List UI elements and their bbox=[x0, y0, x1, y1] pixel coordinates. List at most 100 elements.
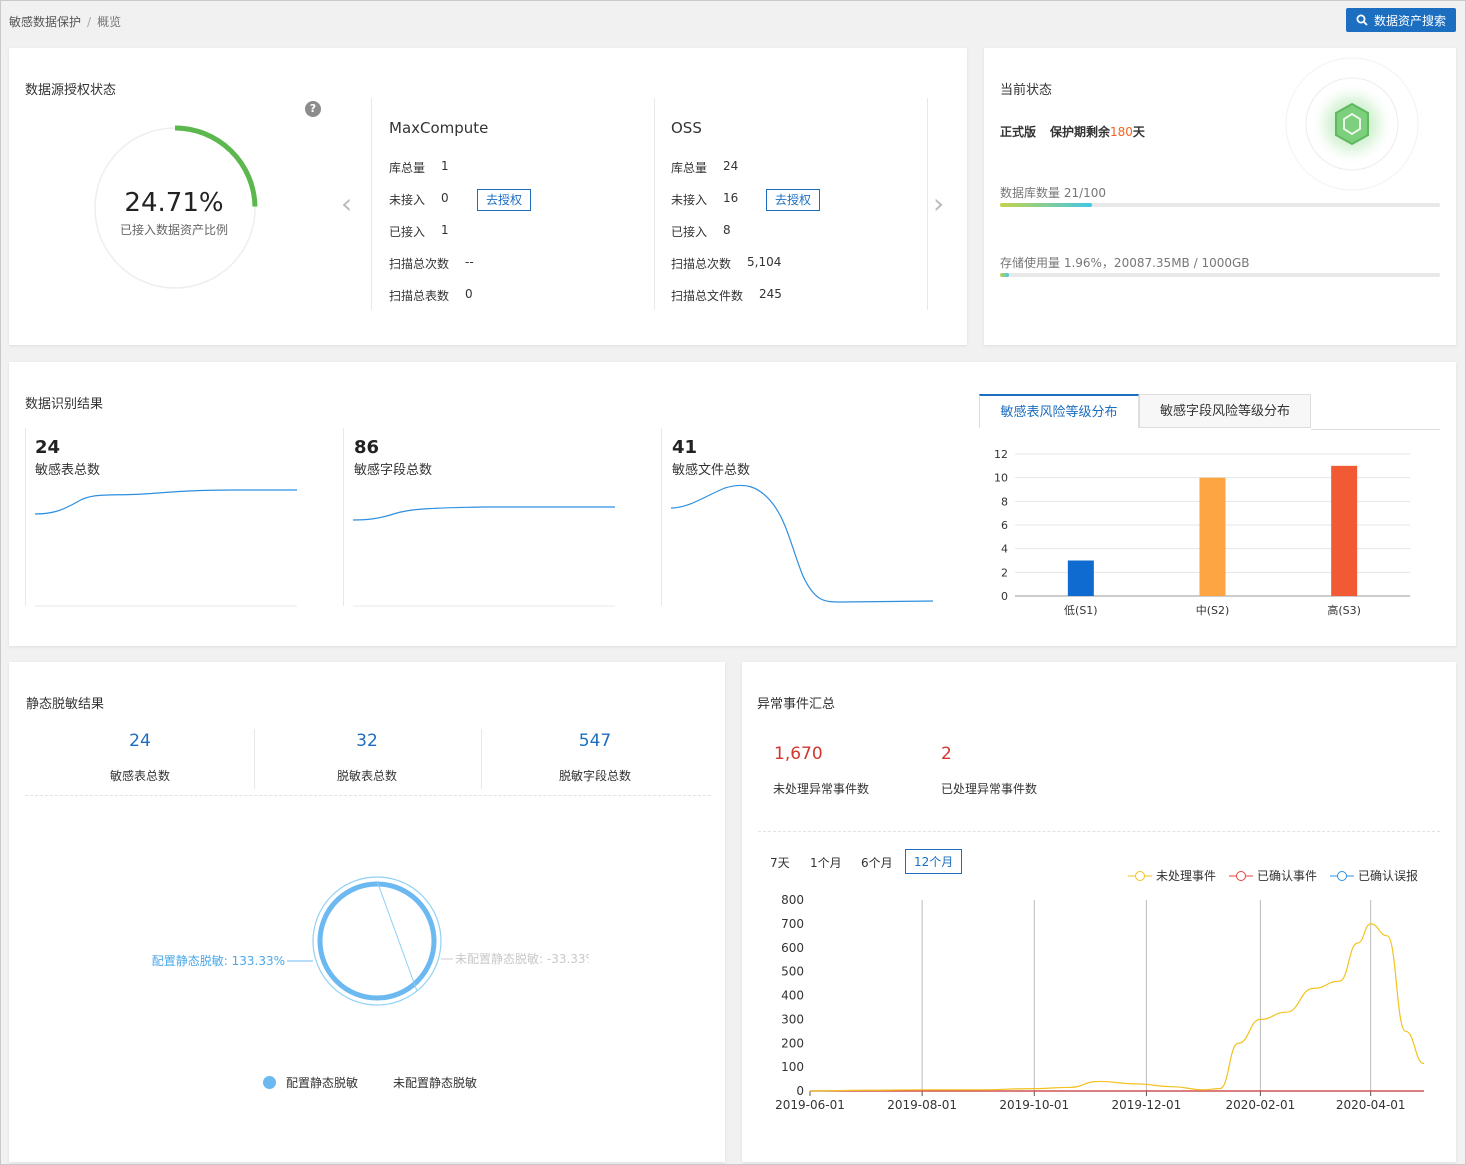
divider bbox=[481, 729, 482, 789]
period-1-month[interactable]: 1个月 bbox=[810, 856, 842, 870]
mask-stat-value: 547 bbox=[578, 731, 612, 751]
identify-card: 数据识别结果 24 敏感表总数 86 敏感字段总数 41 敏感文件总数 敏感表风… bbox=[9, 362, 1456, 646]
db-count-track bbox=[1000, 203, 1440, 207]
legend-false-positive[interactable]: 已确认误报 bbox=[1330, 867, 1418, 884]
sparkline-sensitive-tables bbox=[34, 489, 297, 607]
y-tick-label: 400 bbox=[781, 989, 804, 1003]
breadcrumb-current: 概览 bbox=[97, 15, 122, 29]
bar[interactable] bbox=[1067, 560, 1094, 597]
breadcrumb-parent[interactable]: 敏感数据保护 bbox=[9, 15, 82, 29]
events-card: 异常事件汇总 1,670 未处理异常事件数 2 已处理异常事件数 7天 1个月 … bbox=[742, 662, 1456, 1162]
source-name-oss: OSS bbox=[671, 119, 702, 137]
x-tick-label: 2019-10-01 bbox=[999, 1098, 1069, 1112]
protection-prefix: 保护期剩余 bbox=[1050, 125, 1111, 139]
sparkline-sensitive-files bbox=[670, 484, 934, 603]
x-tick-label: 高(S3) bbox=[1327, 603, 1361, 617]
y-tick-label: 500 bbox=[781, 965, 804, 979]
legend-line-icon bbox=[1128, 870, 1152, 881]
legend-confirmed[interactable]: 已确认事件 bbox=[1229, 867, 1317, 884]
row-value: 24 bbox=[723, 159, 739, 173]
divider bbox=[254, 729, 255, 789]
mask-stat-label: 脱敏字段总数 bbox=[558, 769, 631, 783]
y-tick-label: 10 bbox=[994, 472, 1008, 485]
auth-ratio-arc bbox=[174, 125, 258, 207]
stat-label: 敏感字段总数 bbox=[354, 463, 433, 478]
period-7-days[interactable]: 7天 bbox=[770, 856, 790, 870]
divider bbox=[758, 831, 1440, 832]
legend-not-configured[interactable]: 未配置静态脱敏 bbox=[393, 1074, 477, 1091]
bar[interactable] bbox=[1331, 465, 1358, 596]
row-value: 1 bbox=[441, 223, 449, 237]
x-tick-label: 中(S2) bbox=[1196, 604, 1230, 617]
row-value: 16 bbox=[723, 191, 739, 205]
divider bbox=[927, 98, 928, 310]
legend-not-configured-label: 未配置静态脱敏 bbox=[393, 1076, 478, 1090]
unhandled-count: 1,670 bbox=[774, 744, 823, 764]
legend-confirmed-label: 已确认事件 bbox=[1257, 869, 1318, 883]
authorize-button-maxcompute[interactable]: 去授权 bbox=[477, 189, 531, 211]
period-12-months[interactable]: 12个月 bbox=[905, 849, 963, 874]
search-icon bbox=[1356, 14, 1368, 26]
pie-slice[interactable] bbox=[317, 881, 437, 1001]
breadcrumb-separator: / bbox=[87, 15, 92, 29]
divider bbox=[25, 795, 711, 796]
y-tick-label: 200 bbox=[781, 1036, 804, 1050]
next-arrow[interactable]: › bbox=[933, 187, 945, 220]
y-tick-label: 300 bbox=[781, 1012, 804, 1026]
y-tick-label: 0 bbox=[1001, 590, 1008, 603]
tab-table-risk[interactable]: 敏感表风险等级分布 bbox=[979, 394, 1139, 428]
protection-period: 保护期剩余180天 bbox=[1050, 123, 1145, 140]
legend-configured[interactable]: 配置静态脱敏 bbox=[263, 1074, 358, 1091]
mask-stat-value: 24 bbox=[129, 731, 151, 751]
asset-search-button[interactable]: 数据资产搜索 bbox=[1346, 8, 1456, 32]
prev-arrow[interactable]: ‹ bbox=[341, 187, 353, 220]
row-label: 库总量 bbox=[671, 161, 708, 175]
tab-underline bbox=[1311, 429, 1440, 430]
row-value: 5,104 bbox=[747, 255, 782, 269]
legend-line-icon bbox=[1330, 870, 1354, 881]
events-line-chart: 0 100 200 300 400 500 600 700 800 2019-06-01 2019-… bbox=[775, 893, 1425, 1112]
authorize-button-oss[interactable]: 去授权 bbox=[766, 189, 820, 211]
auth-ratio-value: 24.71% bbox=[124, 188, 224, 218]
mask-stat-label: 敏感表总数 bbox=[109, 769, 170, 783]
legend-unhandled-label: 未处理事件 bbox=[1156, 869, 1217, 883]
unhandled-label: 未处理异常事件数 bbox=[773, 782, 870, 796]
y-tick-label: 6 bbox=[1001, 519, 1008, 532]
stat-label: 敏感文件总数 bbox=[672, 463, 751, 478]
legend-dot-icon bbox=[263, 1076, 276, 1089]
y-tick-label: 12 bbox=[994, 448, 1008, 461]
legend-false-positive-label: 已确认误报 bbox=[1358, 869, 1419, 883]
period-6-months[interactable]: 6个月 bbox=[861, 856, 893, 870]
storage-fill bbox=[1000, 273, 1009, 277]
row-label: 未接入 bbox=[671, 193, 708, 207]
x-tick-label: 2019-08-01 bbox=[887, 1098, 957, 1112]
y-tick-label: 0 bbox=[796, 1084, 804, 1098]
sparkline-sensitive-fields bbox=[352, 506, 615, 607]
asset-search-label: 数据资产搜索 bbox=[1373, 13, 1446, 28]
auth-ratio-ring bbox=[94, 125, 258, 289]
ring-outer bbox=[312, 876, 442, 1006]
x-tick-label: 2019-12-01 bbox=[1112, 1098, 1182, 1112]
auth-status-card: 数据源授权状态 ? 24.71% 已接入数据资产比例 ‹ › MaxComput… bbox=[9, 48, 967, 345]
bar[interactable] bbox=[1199, 477, 1226, 596]
divider bbox=[371, 98, 372, 310]
current-status-title: 当前状态 bbox=[1000, 83, 1053, 98]
y-tick-label: 700 bbox=[781, 917, 804, 931]
source-name-maxcompute: MaxCompute bbox=[389, 119, 489, 137]
tab-field-risk[interactable]: 敏感字段风险等级分布 bbox=[1139, 394, 1311, 428]
handled-label: 已处理异常事件数 bbox=[941, 782, 1038, 796]
series-line[interactable] bbox=[809, 923, 1425, 1092]
storage-track bbox=[1000, 273, 1440, 277]
row-label: 库总量 bbox=[389, 161, 426, 175]
slice-edge bbox=[376, 880, 418, 992]
help-icon[interactable]: ? bbox=[305, 101, 321, 117]
row-label: 已接入 bbox=[671, 225, 708, 239]
mask-stat-value: 32 bbox=[356, 731, 378, 751]
events-title: 异常事件汇总 bbox=[757, 697, 836, 712]
row-label: 已接入 bbox=[389, 225, 426, 239]
row-label: 扫描总表数 bbox=[389, 289, 450, 303]
row-value: 8 bbox=[723, 223, 731, 237]
y-tick-label: 600 bbox=[781, 941, 804, 955]
legend-unhandled[interactable]: 未处理事件 bbox=[1128, 867, 1216, 884]
y-tick-label: 100 bbox=[781, 1060, 804, 1074]
